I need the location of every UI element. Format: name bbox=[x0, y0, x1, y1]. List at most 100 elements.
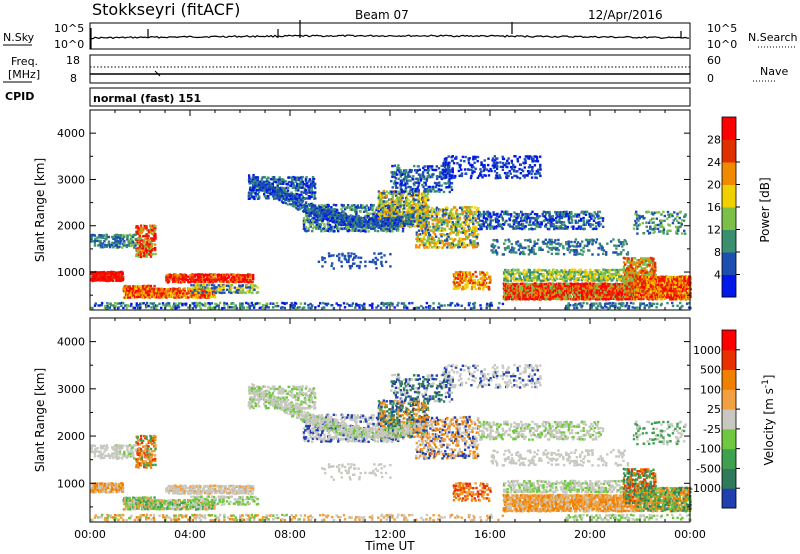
echo-cell bbox=[249, 273, 252, 277]
echo-cell bbox=[117, 277, 120, 280]
cpid-value: normal (fast) 151 bbox=[93, 92, 201, 105]
echo-cell bbox=[460, 240, 463, 243]
echo-cell bbox=[225, 277, 228, 281]
echo-cell bbox=[242, 280, 245, 283]
echo-cell bbox=[209, 292, 212, 295]
echo-cell bbox=[170, 278, 174, 281]
echo-cell bbox=[112, 273, 116, 276]
echo-cell bbox=[461, 271, 464, 274]
echo-cell bbox=[334, 208, 337, 211]
echo-cell bbox=[139, 239, 142, 242]
echo-cell bbox=[198, 284, 201, 287]
echo-cell bbox=[516, 170, 519, 173]
echo-cell bbox=[362, 227, 366, 230]
echo-cell bbox=[356, 264, 359, 268]
echo-cell bbox=[215, 289, 218, 292]
echo-cell bbox=[458, 218, 461, 222]
echo-cell bbox=[317, 260, 321, 263]
echo-cell bbox=[187, 306, 190, 309]
echo-cell bbox=[149, 255, 153, 258]
echo-cell bbox=[471, 235, 475, 238]
echo-cell bbox=[100, 301, 104, 305]
echo-cell bbox=[397, 177, 400, 181]
echo-cell bbox=[196, 284, 200, 287]
echo-cell bbox=[594, 241, 598, 244]
echo-cell bbox=[355, 210, 358, 214]
echo-cell bbox=[388, 227, 391, 231]
echo-cell bbox=[392, 227, 396, 230]
echo-cell bbox=[385, 230, 388, 233]
echo-cell bbox=[457, 231, 460, 234]
echo-cell bbox=[345, 225, 349, 229]
echo-cell bbox=[445, 213, 448, 216]
echo-cell bbox=[448, 220, 451, 224]
echo-cell bbox=[472, 275, 475, 279]
echo-cell bbox=[385, 227, 389, 230]
echo-cell bbox=[484, 221, 488, 224]
echo-cell bbox=[396, 196, 399, 199]
echo-cell bbox=[202, 286, 206, 290]
echo-cell bbox=[588, 249, 591, 252]
echo-cell bbox=[323, 227, 326, 230]
echo-cell bbox=[440, 223, 444, 226]
echo-cell bbox=[416, 210, 419, 213]
echo-cell bbox=[398, 196, 401, 200]
echo-cell bbox=[151, 249, 154, 252]
echo-cell bbox=[381, 227, 384, 230]
echo-cell bbox=[196, 290, 199, 293]
echo-cell bbox=[105, 237, 108, 241]
echo-cell bbox=[247, 275, 250, 278]
echo-cell bbox=[196, 294, 200, 297]
echo-cell bbox=[355, 212, 358, 215]
echo-cell bbox=[469, 241, 473, 244]
echo-cell bbox=[317, 218, 320, 222]
echo-cell bbox=[332, 225, 335, 228]
echo-cell bbox=[602, 225, 605, 228]
echo-cell bbox=[417, 188, 420, 192]
echo-cell bbox=[114, 240, 117, 243]
echo-cell bbox=[541, 212, 544, 216]
echo-cell bbox=[335, 208, 339, 212]
echo-cell bbox=[127, 296, 130, 299]
echo-cell bbox=[358, 264, 361, 268]
echo-cell bbox=[426, 171, 429, 174]
echo-cell bbox=[475, 226, 478, 230]
echo-cell bbox=[167, 280, 171, 283]
echo-cell bbox=[383, 254, 386, 257]
echo-cell bbox=[246, 289, 249, 292]
echo-cell bbox=[154, 232, 157, 236]
power-scatter bbox=[90, 155, 692, 310]
echo-cell bbox=[271, 182, 274, 186]
echo-cell bbox=[265, 302, 268, 305]
echo-cell bbox=[599, 223, 602, 226]
echo-cell bbox=[457, 233, 460, 237]
echo-cell bbox=[365, 214, 368, 217]
echo-cell bbox=[121, 271, 124, 274]
echo-cell bbox=[142, 244, 145, 248]
echo-cell bbox=[459, 159, 463, 162]
echo-cell bbox=[323, 229, 326, 233]
echo-cell bbox=[238, 286, 241, 289]
echo-cell bbox=[508, 240, 511, 243]
echo-cell bbox=[339, 227, 342, 230]
echo-cell bbox=[228, 291, 231, 294]
echo-cell bbox=[141, 243, 144, 246]
echo-cell bbox=[189, 275, 192, 279]
echo-cell bbox=[417, 196, 421, 199]
echo-cell bbox=[94, 239, 97, 243]
echo-cell bbox=[150, 244, 153, 247]
echo-cell bbox=[91, 275, 94, 278]
freq-panel bbox=[89, 54, 691, 84]
echo-cell bbox=[367, 212, 370, 215]
echo-cell bbox=[348, 229, 351, 232]
echo-cell bbox=[156, 304, 159, 307]
echo-cell bbox=[152, 304, 155, 308]
echo-cell bbox=[502, 223, 506, 226]
echo-cell bbox=[109, 243, 113, 247]
echo-cell bbox=[487, 163, 490, 167]
echo-cell bbox=[377, 252, 381, 255]
echo-cell bbox=[491, 164, 495, 167]
echo-cell bbox=[367, 216, 370, 219]
echo-cell bbox=[344, 213, 348, 216]
echo-cell bbox=[131, 240, 135, 243]
